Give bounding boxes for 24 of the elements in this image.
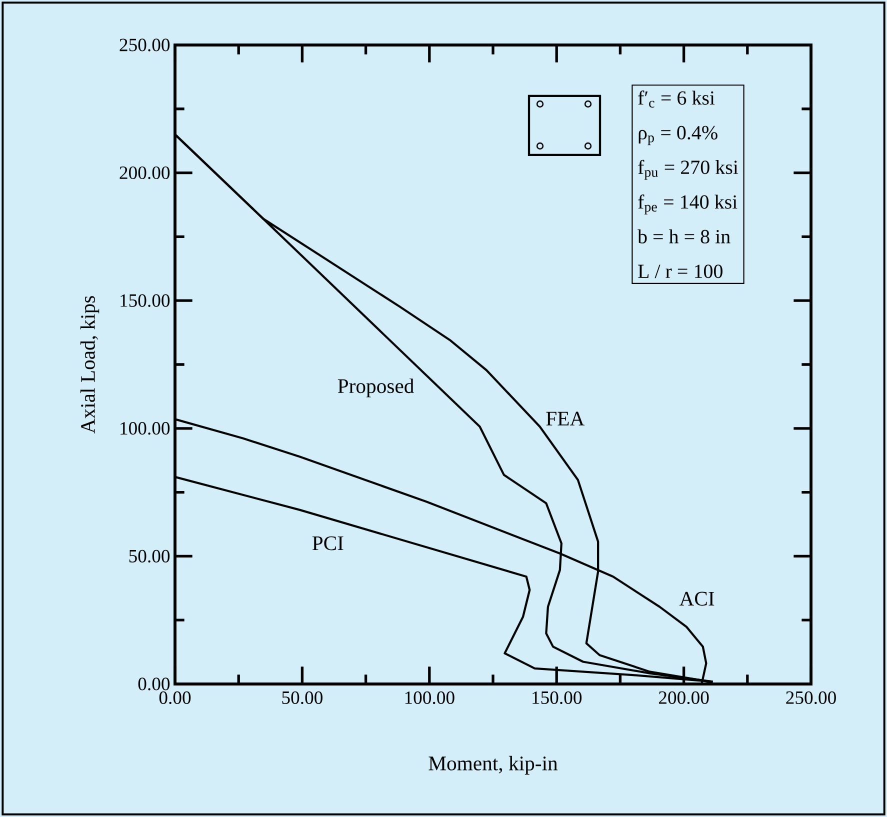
- annotation: f′$_{c}$ = 6 ksi: [638, 90, 715, 108]
- y-tick-label: 0.00: [138, 678, 170, 690]
- series-label: Proposed: [338, 378, 414, 398]
- y-tick-label: 100.00: [120, 422, 170, 435]
- series-label: FEA: [546, 412, 585, 426]
- annotation: f$_{pu}$ = 270 ksi: [638, 160, 738, 180]
- annotation: f$_{pe}$ = 140 ksi: [638, 194, 738, 214]
- y-tick-label: 250.00: [120, 38, 170, 52]
- x-tick-label: 200.00: [658, 691, 709, 704]
- series-label: PCI: [312, 536, 344, 550]
- x-tick-label: 50.00: [282, 691, 322, 704]
- x-tick-label: 100.00: [405, 691, 454, 704]
- annotation: L / r = 100: [638, 264, 722, 278]
- y-tick-label: 50.00: [129, 550, 170, 563]
- x-tick-label: 0.00: [159, 691, 191, 704]
- y-axis-title: Axial Load, kips: [80, 296, 100, 434]
- annotation: b = h = 8 in: [638, 229, 730, 244]
- y-tick-label: 150.00: [120, 294, 170, 307]
- x-axis-title: Moment, kip-in: [428, 756, 558, 775]
- x-tick-label: 250.00: [786, 691, 836, 704]
- y-tick-label: 200.00: [120, 166, 170, 180]
- series-label: ACI: [679, 592, 714, 606]
- x-tick-label: 150.00: [532, 691, 582, 704]
- annotation: ρ$_{p}$ = 0.4%: [638, 126, 718, 146]
